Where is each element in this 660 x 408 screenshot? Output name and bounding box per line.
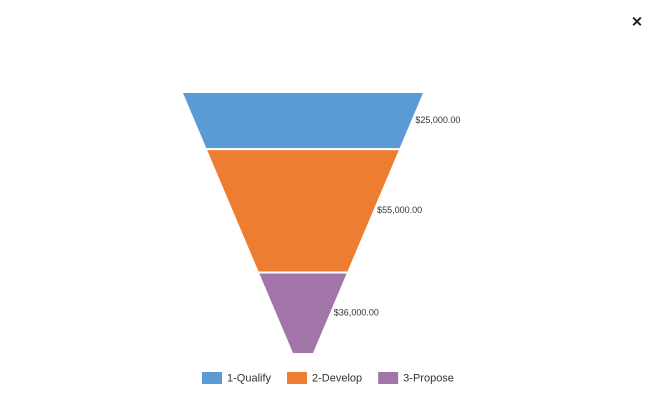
legend-swatch bbox=[202, 372, 222, 384]
legend-label: 1-Qualify bbox=[227, 372, 272, 384]
funnel-segment bbox=[259, 273, 347, 353]
funnel-segment bbox=[183, 93, 423, 149]
value-label: $25,000.00 bbox=[415, 115, 460, 125]
legend-label: 2-Develop bbox=[312, 372, 362, 384]
value-label: $36,000.00 bbox=[334, 308, 379, 318]
legend-label: 3-Propose bbox=[403, 372, 454, 384]
funnel-segment bbox=[207, 150, 399, 272]
value-label: $55,000.00 bbox=[377, 205, 422, 215]
legend-swatch bbox=[378, 372, 399, 384]
close-button[interactable]: ✕ bbox=[631, 14, 643, 30]
legend-swatch bbox=[287, 372, 308, 384]
